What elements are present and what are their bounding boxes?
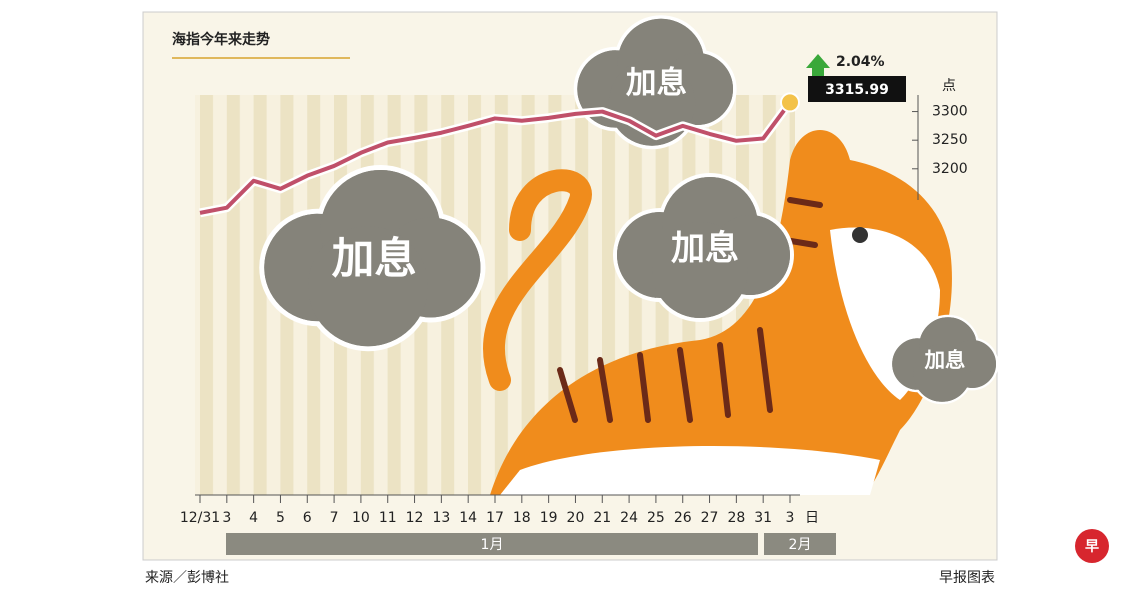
x-tick-label: 14	[459, 510, 477, 526]
x-tick-label: 27	[701, 510, 719, 526]
last-value-label: 3315.99	[825, 82, 889, 98]
last-point	[780, 92, 800, 113]
x-tick-label: 13	[432, 510, 450, 526]
cloud-puff	[652, 222, 748, 318]
logo-circle	[1075, 529, 1109, 563]
x-tick-label: 19	[540, 510, 558, 526]
y-tick-label: 3300	[932, 104, 968, 120]
x-tick-label: 18	[513, 510, 531, 526]
month-bar	[764, 533, 836, 555]
source: 来源／彭博社	[145, 569, 229, 586]
cloud: 加息	[889, 314, 999, 405]
tiger-illustration	[483, 130, 952, 495]
x-tick-label: 12/31	[180, 510, 220, 526]
cloud-puff	[913, 344, 971, 402]
x-tick-label: 31	[754, 510, 772, 526]
x-tick-label: 21	[593, 510, 611, 526]
x-tick-label: 3	[222, 510, 231, 526]
x-tick-label: 28	[727, 510, 745, 526]
cloud-puff	[308, 226, 428, 347]
cloud-label: 加息	[924, 348, 966, 372]
x-tick-label: 26	[674, 510, 692, 526]
x-tick-label: 7	[330, 510, 339, 526]
month-label: 2月	[789, 537, 812, 553]
change-label: 2.04%	[836, 54, 885, 70]
month-bar	[226, 533, 758, 555]
logo: 早	[1085, 539, 1099, 555]
cloud-label: 加息	[626, 65, 687, 101]
x-tick-label: 20	[567, 510, 585, 526]
value-box	[808, 76, 906, 102]
x-unit: 日	[805, 510, 819, 526]
x-tick-label: 11	[379, 510, 397, 526]
chart-title: 海指今年来走势	[172, 31, 270, 48]
cloud-label: 加息	[332, 235, 417, 284]
x-tick-label: 3	[786, 510, 795, 526]
x-tick-label: 5	[276, 510, 285, 526]
x-tick-label: 12	[406, 510, 424, 526]
x-tick-label: 4	[249, 510, 258, 526]
y-tick-label: 3200	[932, 161, 968, 177]
x-tick-label: 10	[352, 510, 370, 526]
credit: 早报图表	[939, 570, 995, 586]
cloud: 加息	[259, 165, 486, 352]
y-unit: 点	[942, 78, 956, 94]
month-label: 1月	[481, 537, 504, 553]
up-arrow	[806, 54, 830, 80]
x-tick-label: 17	[486, 510, 504, 526]
x-tick-label: 6	[303, 510, 312, 526]
y-tick-label: 3250	[932, 132, 968, 148]
cloud: 加息	[613, 173, 794, 322]
cloud-label: 加息	[671, 229, 739, 269]
data-line	[199, 101, 792, 215]
x-tick-label: 25	[647, 510, 665, 526]
x-tick-label: 24	[620, 510, 638, 526]
